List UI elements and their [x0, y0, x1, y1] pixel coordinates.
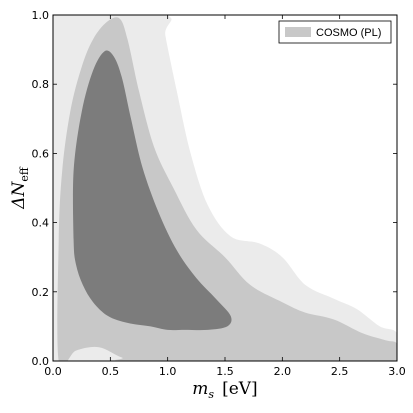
y-tick-label: 0.4	[32, 217, 50, 230]
y-tick-label: 0.0	[32, 355, 50, 368]
contour-inner	[72, 50, 232, 331]
y-tick-label: 0.2	[32, 286, 50, 299]
x-axis-label: ms [eV]	[192, 379, 257, 401]
x-tick-label: 3.0	[388, 365, 406, 378]
y-axis-label: ΔNeff	[9, 166, 31, 210]
y-tick-label: 0.6	[32, 147, 50, 160]
legend-label: COSMO (PL)	[316, 27, 381, 39]
x-tick-label: 2.5	[331, 365, 349, 378]
y-axis-ticks: 0.0 0.2 0.4 0.6 0.8 1.0	[32, 9, 397, 368]
y-tick-label: 0.8	[32, 78, 50, 91]
legend: COSMO (PL)	[278, 20, 392, 44]
x-axis-ticks: 0.0 0.5 1.0 1.5 2.0 2.5 3.0	[44, 15, 406, 378]
legend-box	[278, 20, 392, 44]
x-tick-label: 0.5	[102, 365, 120, 378]
x-tick-label: 1.0	[159, 365, 177, 378]
plot-area: 0.0 0.5 1.0 1.5 2.0 2.5 3.0 0.0 0.2 0.4 0.6 0.8 1.0	[32, 9, 406, 378]
contour-regions	[53, 15, 397, 361]
y-tick-label: 1.0	[32, 9, 50, 22]
x-tick-label: 2.0	[274, 365, 292, 378]
x-tick-label: 1.5	[216, 365, 234, 378]
x-tick-label: 0.0	[44, 365, 62, 378]
legend-swatch	[285, 27, 311, 37]
